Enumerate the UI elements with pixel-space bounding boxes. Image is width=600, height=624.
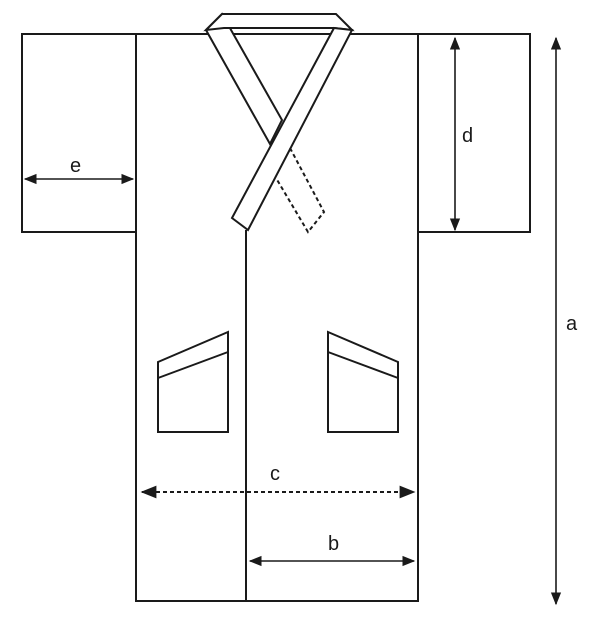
collar-band-left — [230, 26, 354, 232]
right-sleeve — [417, 33, 531, 233]
inner-flap-dashed — [275, 147, 326, 234]
collar-top — [203, 13, 355, 32]
label-e: e — [70, 155, 81, 177]
right-pocket-flap-line — [327, 351, 399, 379]
right-pocket — [327, 330, 399, 433]
left-sleeve — [21, 33, 137, 233]
label-b: b — [328, 533, 339, 555]
label-a: a — [566, 313, 578, 335]
left-pocket — [157, 330, 229, 433]
left-pocket-flap-line — [157, 351, 229, 379]
label-c: c — [270, 463, 280, 485]
label-d: d — [462, 125, 473, 147]
